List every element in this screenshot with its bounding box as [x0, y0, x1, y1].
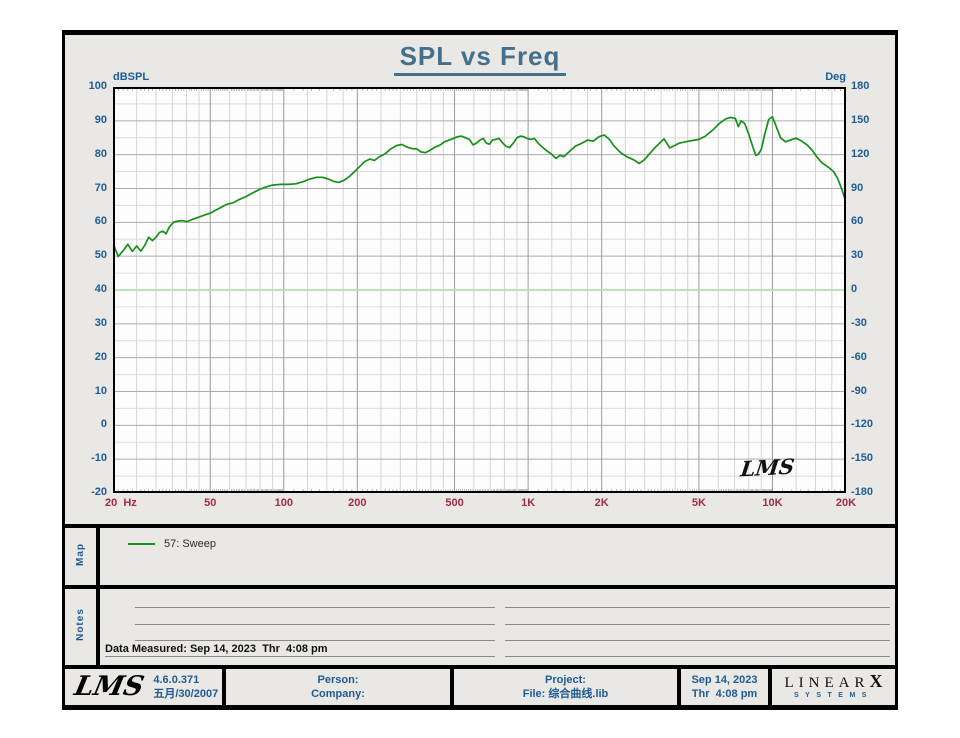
left-axis-tick-label: 30 — [94, 316, 107, 329]
left-axis-tick-label: -20 — [91, 486, 107, 498]
footer-divider-4 — [768, 669, 772, 705]
right-axis-tick-label: -150 — [851, 452, 874, 465]
chart-title-wrap: SPL vs Freq — [65, 41, 895, 76]
right-axis-title: Deg — [825, 71, 846, 83]
x-axis-tick-label: 500 — [445, 497, 464, 509]
notes-ruled-line — [505, 607, 890, 608]
linearx-logo: LINEARX — [784, 671, 883, 691]
left-axis-tick-label: 20 — [94, 350, 107, 363]
notes-ruled-line — [135, 640, 495, 641]
x-axis-tick-label: 2K — [594, 497, 609, 509]
footer-time: Thr 4:08 pm — [691, 688, 758, 700]
notes-ruled-line — [135, 624, 495, 625]
spl-sweep-curve — [112, 115, 847, 258]
right-axis-tick-label: 150 — [851, 113, 870, 126]
notes-ruled-line — [505, 656, 890, 657]
right-axis-tick-label: 90 — [851, 181, 864, 194]
footer-brand-cell: LINEARX SYSTEMS — [772, 669, 895, 705]
map-label-cell: Map — [65, 528, 100, 585]
company-label: Company: — [311, 688, 365, 700]
person-label: Person: — [317, 674, 359, 686]
right-axis-tick-label: 60 — [851, 215, 864, 228]
x-axis-tick-label: 100 — [274, 497, 293, 509]
map-panel-label: Map — [75, 542, 86, 566]
right-axis-tick-label: -30 — [851, 316, 867, 329]
right-axis-tick-label: -60 — [851, 350, 867, 363]
right-axis-tick-label: 30 — [851, 249, 864, 262]
footer-bar: LMS 4.6.0.371 五月/30/2007 Person: Company… — [65, 669, 895, 705]
left-axis-title: dBSPL — [113, 71, 150, 83]
right-axis-tick-label: -120 — [851, 418, 874, 431]
right-axis-tick-label: 0 — [851, 283, 858, 295]
legend-entry: 57: Sweep — [164, 538, 216, 550]
chart-title: SPL vs Freq — [393, 41, 567, 76]
footer-person-cell: Person: Company: — [226, 669, 450, 705]
x-axis-tick-label: 50 — [204, 497, 217, 509]
x-axis-tick-label: 200 — [348, 497, 367, 509]
notes-ruled-line — [105, 656, 495, 657]
x-axis-tick-label: 1K — [521, 497, 536, 509]
lms-plot-watermark: LMS — [739, 453, 796, 482]
linearx-systems-text: SYSTEMS — [794, 692, 873, 699]
separator-3 — [65, 665, 895, 669]
notes-ruled-line — [505, 640, 890, 641]
notes-ruled-line — [505, 624, 890, 625]
right-axis-tick-label: -90 — [851, 384, 867, 397]
spl-frequency-plot: LMS — [112, 87, 847, 493]
notes-label-cell: Notes — [65, 589, 100, 665]
footer-divider-2 — [450, 669, 454, 705]
app-version-date: 五月/30/2007 — [153, 688, 219, 700]
left-axis-tick-label: 50 — [94, 249, 107, 262]
footer-project-cell: Project: File: 综合曲线.lib — [454, 669, 677, 705]
left-axis-tick-label: 60 — [94, 215, 107, 228]
footer-date: Sep 14, 2023 — [691, 674, 758, 686]
left-axis-tick-label: 40 — [94, 283, 107, 295]
right-axis-tick-label: 180 — [851, 80, 870, 92]
footer-divider-3 — [677, 669, 681, 705]
notes-panel: Data Measured: Sep 14, 2023 Thr 4:08 pm — [65, 589, 895, 665]
x-axis-tick-label: 20 Hz — [105, 497, 137, 509]
left-axis-tick-label: 0 — [100, 418, 107, 431]
left-axis-tick-label: -10 — [91, 452, 107, 465]
footer-app-cell: LMS 4.6.0.371 五月/30/2007 — [65, 669, 222, 705]
plot-border — [113, 87, 846, 493]
left-axis-tick-label: 10 — [94, 384, 107, 397]
x-axis-tick-label: 10K — [762, 497, 783, 509]
left-axis-tick-label: 80 — [94, 147, 107, 160]
legend-swatch-line — [128, 543, 155, 545]
footer-date-cell: Sep 14, 2023 Thr 4:08 pm — [681, 669, 768, 705]
left-axis-tick-label: 70 — [94, 181, 107, 194]
x-axis-tick-label: 20K — [835, 497, 857, 509]
separator-2 — [65, 585, 895, 589]
data-measured-text: Data Measured: Sep 14, 2023 Thr 4:08 pm — [105, 643, 328, 655]
separator-1 — [65, 524, 895, 528]
lms-logo: LMS — [71, 670, 147, 702]
app-version: 4.6.0.371 — [153, 674, 200, 686]
map-panel: 57: Sweep — [100, 528, 895, 585]
footer-divider-1 — [222, 669, 226, 705]
report-page: SPL vs Freq dBSPL Deg LMS 100 90 80 70 60 50 4… — [62, 30, 898, 710]
left-axis-tick-label: 90 — [94, 113, 107, 126]
right-axis-tick-label: -180 — [851, 486, 874, 498]
file-label: File: 综合曲线.lib — [522, 688, 609, 700]
notes-ruled-line — [135, 607, 495, 608]
project-label: Project: — [545, 674, 586, 686]
chart-canvas — [112, 87, 847, 493]
x-axis-tick-label: 5K — [691, 497, 706, 509]
right-axis-tick-label: 120 — [851, 147, 870, 160]
left-axis-tick-label: 100 — [88, 80, 107, 92]
linearx-logo-x: X — [869, 671, 883, 691]
